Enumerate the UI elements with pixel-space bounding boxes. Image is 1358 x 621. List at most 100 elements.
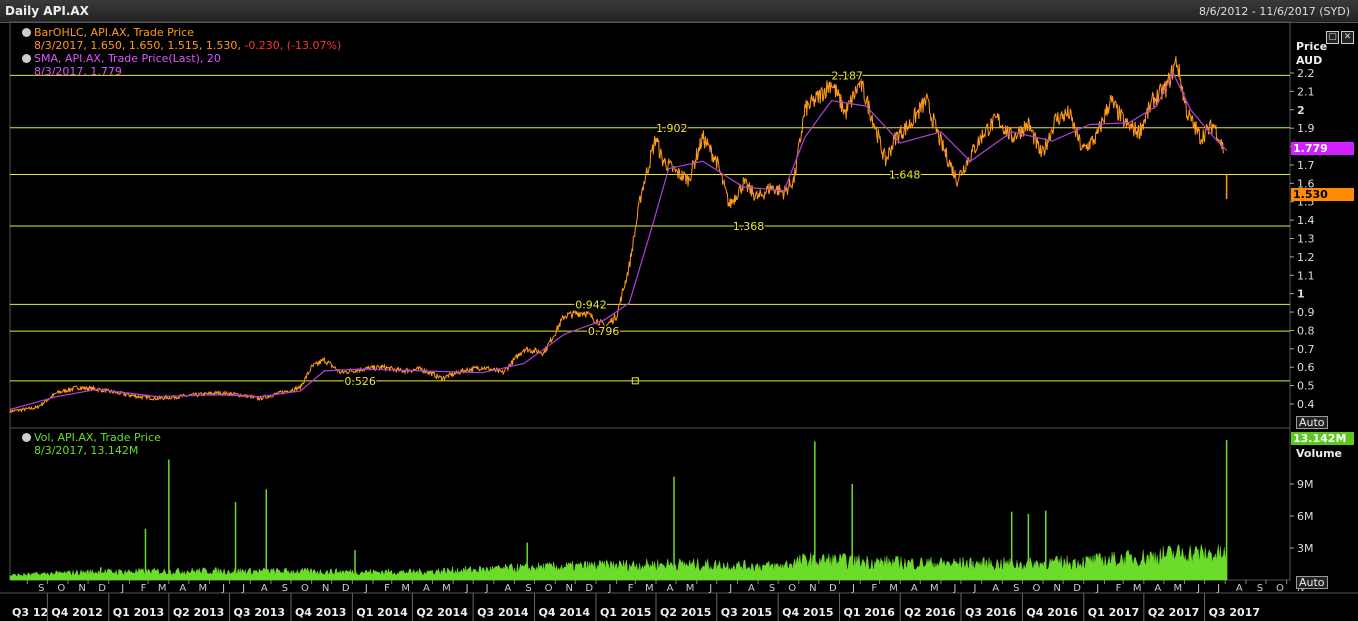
- chart-title: Daily API.AX: [5, 4, 89, 18]
- month-label: O: [788, 583, 796, 594]
- level-label: 1.648: [889, 169, 921, 182]
- sma-series-name: SMA, API.AX, Trade Price(Last), 20: [34, 52, 221, 65]
- month-label: A: [1154, 583, 1161, 594]
- month-label: A: [992, 583, 999, 594]
- month-label: M: [199, 583, 208, 594]
- month-label: N: [322, 583, 329, 594]
- quarter-label: Q1 2016: [844, 606, 896, 619]
- month-label: J: [120, 583, 124, 594]
- month-label: N: [78, 583, 85, 594]
- restore-icon[interactable]: ▢: [1326, 31, 1339, 44]
- month-label: M: [930, 583, 939, 594]
- month-label: M: [1133, 583, 1142, 594]
- quarter-label: Q1 2017: [1088, 606, 1139, 619]
- quarter-label: Q3 2015: [721, 606, 772, 619]
- month-label: A: [179, 583, 186, 594]
- level-label: 0.942: [575, 298, 607, 311]
- quarter-label: Q2 2017: [1148, 606, 1199, 619]
- quarter-label: Q3 2016: [965, 606, 1017, 619]
- date-range: 8/6/2012 - 11/6/2017 (SYD): [1198, 5, 1350, 18]
- current-price-tag: 1.530: [1291, 188, 1354, 201]
- month-label: J: [465, 583, 469, 594]
- current-volume-tag: 13.142M: [1291, 432, 1354, 445]
- quarter-label: Q2 2013: [173, 606, 224, 619]
- price-series-name: BarOHLC, API.AX, Trade Price: [34, 26, 194, 39]
- legend-dot-icon[interactable]: [22, 54, 31, 63]
- month-label: J: [851, 583, 855, 594]
- month-label: F: [628, 583, 634, 594]
- volume-legend: Vol, API.AX, Trade Price 8/3/2017, 13.14…: [22, 431, 161, 457]
- quarter-label: Q4 2012: [51, 606, 102, 619]
- price-tick-label: 1.4: [1297, 214, 1315, 227]
- month-label: J: [364, 583, 368, 594]
- month-label: M: [442, 583, 451, 594]
- month-label: O: [301, 583, 309, 594]
- price-series-line: [9, 56, 1225, 414]
- month-label: S: [525, 583, 531, 594]
- volume-values: 8/3/2017, 13.142M: [34, 444, 139, 457]
- month-label: J: [1196, 583, 1200, 594]
- month-label: J: [221, 583, 225, 594]
- legend-dot-icon[interactable]: [22, 28, 31, 37]
- month-label: F: [871, 583, 877, 594]
- volume-auto-button[interactable]: Auto: [1296, 576, 1328, 589]
- month-label: O: [1032, 583, 1040, 594]
- sma-series-line: [9, 71, 1228, 411]
- price-legend: BarOHLC, API.AX, Trade Price 8/3/2017, 1…: [22, 26, 341, 78]
- price-tick-label: 1.3: [1297, 233, 1315, 246]
- month-label: D: [585, 583, 593, 594]
- month-label: D: [342, 583, 350, 594]
- month-label: S: [38, 583, 44, 594]
- price-tick-label: 0.7: [1297, 343, 1315, 356]
- price-auto-button[interactable]: Auto: [1296, 416, 1328, 429]
- month-label: S: [1257, 583, 1263, 594]
- quarter-label: Q1 2014: [356, 606, 408, 619]
- month-label: N: [809, 583, 816, 594]
- price-tick-label: 1.1: [1297, 269, 1315, 282]
- price-tick-label: 1.7: [1297, 159, 1315, 172]
- month-label: S: [769, 583, 775, 594]
- month-label: J: [485, 583, 489, 594]
- month-label: S: [1013, 583, 1019, 594]
- price-axis-title: Price: [1296, 40, 1328, 53]
- volume-tick-label: 3M: [1297, 542, 1314, 555]
- month-label: J: [1216, 583, 1220, 594]
- price-values: 8/3/2017, 1.650, 1.650, 1.515, 1.530,: [34, 39, 241, 52]
- month-label: F: [1116, 583, 1122, 594]
- month-label: A: [748, 583, 755, 594]
- quarter-label: Q4 2015: [782, 606, 833, 619]
- price-axis-unit: AUD: [1296, 54, 1323, 67]
- legend-dot-icon[interactable]: [22, 433, 31, 442]
- volume-series-name: Vol, API.AX, Trade Price: [34, 431, 161, 444]
- price-tick-label: 0.5: [1297, 380, 1315, 393]
- volume-area: [9, 543, 1227, 581]
- volume-tick-label: 6M: [1297, 510, 1314, 523]
- close-icon[interactable]: ✕: [1341, 31, 1354, 44]
- price-tick-label: 1.9: [1297, 122, 1315, 135]
- month-label: M: [686, 583, 695, 594]
- month-label: M: [1174, 583, 1183, 594]
- month-label: J: [241, 583, 245, 594]
- month-label: A: [423, 583, 430, 594]
- sma-values: 8/3/2017, 1.779: [34, 65, 122, 78]
- month-label: D: [98, 583, 106, 594]
- level-label: 2.187: [832, 69, 864, 82]
- quarter-label: Q2 2015: [660, 606, 711, 619]
- volume-tick-label: 9M: [1297, 478, 1314, 491]
- quarter-label: Q3 2017: [1209, 606, 1260, 619]
- anchor-marker-icon[interactable]: [631, 377, 639, 385]
- month-label: J: [708, 583, 712, 594]
- month-label: A: [1236, 583, 1243, 594]
- price-tick-label: 2.2: [1297, 67, 1315, 80]
- level-label: 0.526: [344, 375, 376, 388]
- month-label: O: [57, 583, 65, 594]
- month-label: J: [1095, 583, 1099, 594]
- month-label: A: [911, 583, 918, 594]
- price-tick-label: 1.6: [1297, 177, 1315, 190]
- quarter-label: Q4 2014: [539, 606, 591, 619]
- month-label: M: [645, 583, 654, 594]
- price-tick-label: 2.1: [1297, 85, 1315, 98]
- quarter-label: Q3 2014: [477, 606, 529, 619]
- quarter-label: Q3 2013: [234, 606, 285, 619]
